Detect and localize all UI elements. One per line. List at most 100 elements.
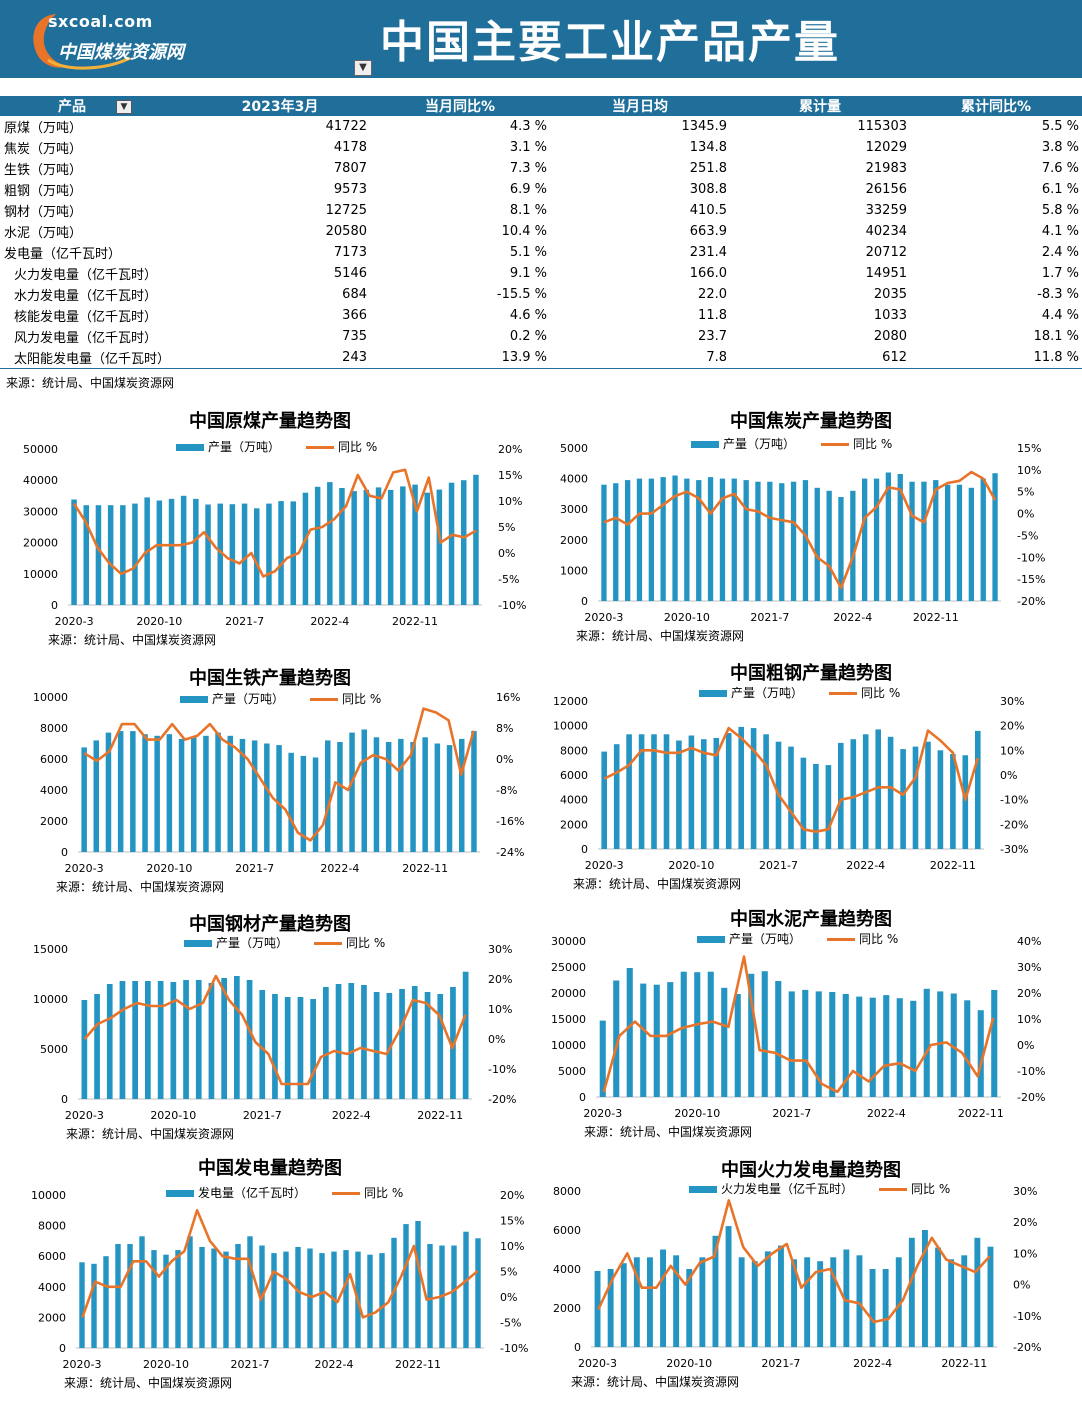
cell-month-value: 7807 bbox=[333, 161, 367, 176]
bar bbox=[471, 731, 477, 852]
chart-plot: 0 2000 4000 6000 8000 10000 -24% -16% -8% 0% 8% 16%… bbox=[33, 691, 524, 875]
bar bbox=[626, 968, 633, 1097]
legend-line-label: 同比 % bbox=[911, 1182, 951, 1196]
cell-daily-avg: 663.9 bbox=[689, 224, 727, 239]
col-header-daily: 当月日均 bbox=[550, 96, 730, 116]
legend-line-swatch bbox=[829, 692, 858, 695]
legend-bar-swatch bbox=[689, 1186, 717, 1193]
sxcoal-logo[interactable] bbox=[26, 8, 168, 72]
table-row: 粗钢（万吨） 9573 6.9 % 308.8 26156 6.1 % bbox=[0, 179, 1082, 200]
y-right-tick-label: 15% bbox=[500, 1215, 524, 1228]
x-tick-label: 2021-7 bbox=[750, 611, 789, 624]
bar bbox=[276, 745, 282, 852]
y-left-tick-label: 5000 bbox=[40, 1043, 68, 1056]
bar bbox=[790, 481, 797, 601]
bar bbox=[154, 735, 160, 853]
bar bbox=[977, 1010, 984, 1097]
bar bbox=[227, 735, 233, 853]
bar bbox=[195, 980, 202, 1099]
cell-yoy: 3.1 % bbox=[509, 140, 547, 155]
bar bbox=[463, 1231, 469, 1348]
cell-daily-avg: 308.8 bbox=[689, 182, 727, 197]
legend-line-swatch bbox=[314, 942, 343, 945]
cell-cumulative-yoy: 18.1 % bbox=[1033, 329, 1079, 344]
cell-month-value: 41722 bbox=[325, 119, 367, 134]
cell-cumulative-yoy: 4.1 % bbox=[1041, 224, 1079, 239]
col-header-product[interactable]: 产品 ▼ bbox=[0, 96, 190, 116]
bar bbox=[660, 477, 666, 601]
bar bbox=[707, 477, 714, 601]
filter-dropdown-icon[interactable]: ▼ bbox=[116, 100, 132, 114]
y-right-tick-label: 5% bbox=[498, 521, 515, 534]
cell-cumulative-yoy: 1.7 % bbox=[1041, 266, 1079, 281]
filter-icon[interactable]: ▼ bbox=[354, 60, 372, 76]
bar bbox=[626, 734, 632, 849]
y-left-tick-label: 3000 bbox=[560, 503, 588, 516]
bar bbox=[648, 478, 654, 601]
bar bbox=[375, 487, 382, 605]
bar bbox=[459, 738, 465, 852]
x-tick-label: 2020-10 bbox=[664, 611, 710, 624]
cell-daily-avg: 7.8 bbox=[550, 347, 730, 369]
y-right-tick-label: -20% bbox=[1017, 1091, 1045, 1104]
chart-plot: 0 1000 2000 3000 4000 5000 -20% -15% -10% -5% 0% 5%… bbox=[560, 442, 1045, 624]
bar bbox=[199, 1247, 205, 1348]
bar bbox=[856, 996, 863, 1097]
cell-month-value: 735 bbox=[342, 329, 367, 344]
bar bbox=[802, 989, 809, 1097]
cell-month-value: 366 bbox=[342, 308, 367, 323]
bar bbox=[349, 732, 355, 852]
bar bbox=[676, 740, 682, 849]
y-right-tick-label: 0% bbox=[488, 1033, 505, 1046]
x-tick-label: 2021-7 bbox=[243, 1109, 282, 1122]
bar bbox=[885, 472, 891, 601]
bar bbox=[81, 747, 87, 852]
bar bbox=[229, 504, 236, 605]
cell-month-value: 684 bbox=[342, 287, 367, 302]
y-left-tick-label: 6000 bbox=[560, 769, 588, 782]
bar bbox=[361, 729, 367, 852]
bar bbox=[107, 505, 114, 605]
bar bbox=[956, 484, 963, 601]
bar bbox=[694, 972, 701, 1097]
chart-legend: 火力发电量（亿千瓦时） 同比 % bbox=[689, 1180, 950, 1197]
header-banner: sxcoal.com 中国煤炭资源网 中国主要工业产品产量 ▼ bbox=[0, 0, 1082, 78]
y-right-tick-label: 20% bbox=[1000, 720, 1024, 733]
bar bbox=[750, 728, 757, 849]
bar bbox=[887, 736, 894, 849]
bar bbox=[373, 992, 380, 1099]
x-tick-label: 2022-11 bbox=[402, 862, 448, 875]
bar bbox=[883, 995, 890, 1097]
y-left-tick-label: 5000 bbox=[560, 442, 588, 455]
cell-cumulative: 33259 bbox=[865, 203, 907, 218]
bar bbox=[937, 750, 944, 849]
cell-cumulative: 115303 bbox=[857, 119, 907, 134]
bar bbox=[81, 1000, 88, 1099]
y-left-tick-label: 6000 bbox=[40, 753, 68, 766]
y-right-tick-label: 0% bbox=[498, 547, 515, 560]
bar bbox=[696, 480, 702, 601]
bar bbox=[862, 478, 868, 601]
bar bbox=[763, 734, 769, 849]
bar bbox=[93, 740, 99, 852]
bar bbox=[412, 484, 418, 605]
bar bbox=[636, 478, 643, 601]
bar bbox=[71, 499, 77, 605]
y-right-tick-label: -10% bbox=[488, 1063, 516, 1076]
chart-products: 0 5000 10000 15000 -20% -10% 0% 10% 20% 30% 2020-3… bbox=[0, 906, 540, 1151]
y-right-tick-label: 10% bbox=[500, 1240, 524, 1253]
y-left-tick-label: 8000 bbox=[40, 722, 68, 735]
bar bbox=[613, 980, 620, 1097]
table-row: 钢材（万吨） 12725 8.1 % 410.5 33259 5.8 % bbox=[0, 200, 1082, 221]
bar bbox=[613, 483, 619, 601]
x-tick-label: 2021-7 bbox=[759, 859, 798, 872]
bar bbox=[319, 1253, 325, 1348]
cell-yoy: 10.4 % bbox=[501, 224, 547, 239]
cell-month-value: 4178 bbox=[333, 140, 367, 155]
bar bbox=[968, 487, 974, 601]
bar bbox=[869, 1269, 876, 1347]
y-right-tick-label: 5% bbox=[1017, 486, 1034, 499]
table-row: 生铁（万吨） 7807 7.3 % 251.8 21983 7.6 % bbox=[0, 158, 1082, 179]
bar bbox=[725, 733, 732, 849]
y-left-tick-label: 2000 bbox=[560, 818, 588, 831]
